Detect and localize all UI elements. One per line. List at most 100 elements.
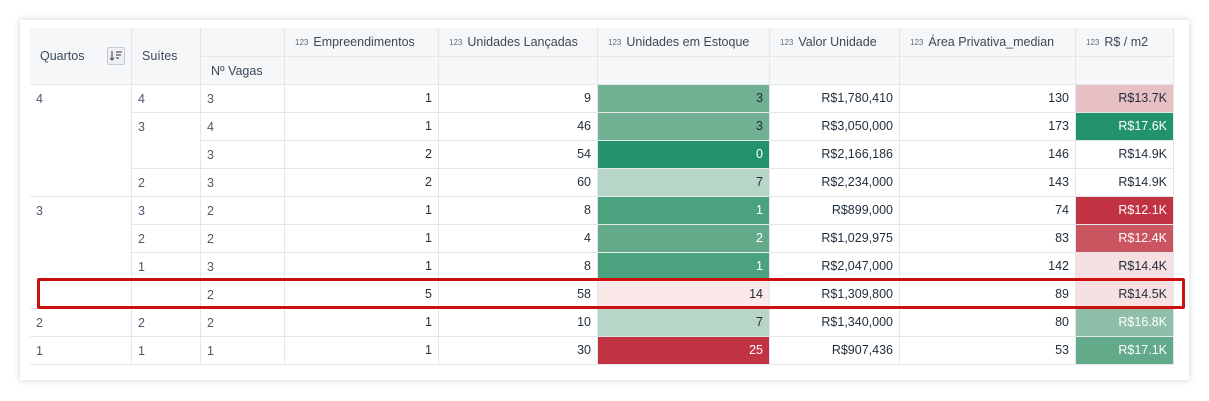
area-privativa-cell[interactable]: 146 (900, 141, 1076, 169)
empreendimentos-cell[interactable]: 1 (285, 253, 439, 281)
suites-group[interactable]: 1 (132, 253, 201, 309)
empreendimentos-cell[interactable]: 2 (285, 141, 439, 169)
vagas-cell[interactable]: 1 (201, 337, 285, 365)
empreendimentos-cell[interactable]: 1 (285, 113, 439, 141)
unidades-lancadas-cell[interactable]: 4 (439, 225, 598, 253)
suites-group[interactable]: 2 (132, 169, 201, 197)
quartos-group[interactable]: 4 (30, 85, 132, 197)
unidades-estoque-cell[interactable]: 3 (598, 113, 770, 141)
valor-unidade-cell[interactable]: R$1,029,975 (770, 225, 900, 253)
valor-unidade-cell[interactable]: R$1,780,410 (770, 85, 900, 113)
vagas-cell[interactable]: 2 (201, 225, 285, 253)
empreendimentos-cell[interactable]: 2 (285, 169, 439, 197)
rs-m2-cell[interactable]: R$14.9K (1076, 169, 1174, 197)
unidades-estoque-cell[interactable]: 2 (598, 225, 770, 253)
unidades-lancadas-cell[interactable]: 8 (439, 197, 598, 225)
area-privativa-cell[interactable]: 83 (900, 225, 1076, 253)
suites-group[interactable]: 3 (132, 197, 201, 225)
header-empreendimentos[interactable]: 123 Empreendimentos (285, 28, 439, 57)
header-unidades-estoque[interactable]: 123 Unidades em Estoque (598, 28, 770, 57)
unidades-lancadas-cell[interactable]: 8 (439, 253, 598, 281)
unidades-estoque-cell[interactable]: 1 (598, 197, 770, 225)
unidades-lancadas-cell[interactable]: 30 (439, 337, 598, 365)
valor-unidade-cell[interactable]: R$2,166,186 (770, 141, 900, 169)
rs-m2-cell[interactable]: R$16.8K (1076, 309, 1174, 337)
suites-group[interactable]: 4 (132, 85, 201, 113)
suites-group[interactable]: 2 (132, 309, 201, 337)
sort-icon[interactable] (107, 47, 125, 65)
header-unidades-lancadas[interactable]: 123 Unidades Lançadas (439, 28, 598, 57)
quartos-group[interactable]: 1 (30, 337, 132, 365)
unidades-estoque-cell[interactable]: 1 (598, 253, 770, 281)
suites-value: 2 (138, 316, 145, 330)
rs-m2-cell[interactable]: R$14.4K (1076, 253, 1174, 281)
suites-group[interactable]: 3 (132, 113, 201, 169)
quartos-group[interactable]: 2 (30, 309, 132, 337)
unidades-lancadas-cell[interactable]: 10 (439, 309, 598, 337)
vagas-cell[interactable]: 2 (201, 197, 285, 225)
vagas-cell-value: 3 (207, 148, 214, 162)
empreendimentos-cell[interactable]: 1 (285, 309, 439, 337)
empreendimentos-cell-value: 1 (425, 259, 432, 273)
empreendimentos-cell[interactable]: 1 (285, 225, 439, 253)
unidades-estoque-cell[interactable]: 14 (598, 281, 770, 309)
area-privativa-cell[interactable]: 89 (900, 281, 1076, 309)
unidades-lancadas-cell[interactable]: 9 (439, 85, 598, 113)
header-valor-unidade[interactable]: 123 Valor Unidade (770, 28, 900, 57)
unidades-estoque-cell[interactable]: 7 (598, 309, 770, 337)
valor-unidade-cell[interactable]: R$2,047,000 (770, 253, 900, 281)
suites-group[interactable]: 2 (132, 225, 201, 253)
vagas-cell[interactable]: 3 (201, 169, 285, 197)
empreendimentos-cell[interactable]: 1 (285, 337, 439, 365)
valor-unidade-cell[interactable]: R$3,050,000 (770, 113, 900, 141)
unidades-lancadas-cell-value: 46 (577, 119, 591, 133)
rs-m2-cell-value: R$14.9K (1118, 147, 1167, 161)
area-privativa-cell[interactable]: 143 (900, 169, 1076, 197)
area-privativa-cell[interactable]: 53 (900, 337, 1076, 365)
rs-m2-cell[interactable]: R$17.1K (1076, 337, 1174, 365)
header-suites[interactable]: Suítes (132, 28, 201, 85)
vagas-cell[interactable]: 3 (201, 85, 285, 113)
header-area-privativa[interactable]: 123 Área Privativa_median (900, 28, 1076, 57)
valor-unidade-cell[interactable]: R$1,340,000 (770, 309, 900, 337)
area-privativa-cell[interactable]: 142 (900, 253, 1076, 281)
vagas-cell[interactable]: 3 (201, 253, 285, 281)
unidades-lancadas-cell[interactable]: 58 (439, 281, 598, 309)
empreendimentos-cell[interactable]: 1 (285, 197, 439, 225)
quartos-group[interactable]: 3 (30, 197, 132, 309)
unidades-estoque-cell[interactable]: 3 (598, 85, 770, 113)
unidades-lancadas-cell[interactable]: 60 (439, 169, 598, 197)
unidades-lancadas-cell-value: 54 (577, 147, 591, 161)
empreendimentos-cell[interactable]: 5 (285, 281, 439, 309)
suites-value: 1 (138, 344, 145, 358)
rs-m2-cell[interactable]: R$17.6K (1076, 113, 1174, 141)
header-vagas[interactable]: Nº Vagas (201, 57, 285, 85)
header-quartos[interactable]: Quartos (30, 28, 132, 85)
rs-m2-cell[interactable]: R$12.1K (1076, 197, 1174, 225)
rs-m2-cell[interactable]: R$14.5K (1076, 281, 1174, 309)
area-privativa-cell[interactable]: 80 (900, 309, 1076, 337)
header-unidades-estoque-label: Unidades em Estoque (626, 35, 750, 49)
suites-group[interactable]: 1 (132, 337, 201, 365)
vagas-cell[interactable]: 2 (201, 281, 285, 309)
valor-unidade-cell[interactable]: R$2,234,000 (770, 169, 900, 197)
valor-unidade-cell[interactable]: R$1,309,800 (770, 281, 900, 309)
unidades-estoque-cell[interactable]: 25 (598, 337, 770, 365)
vagas-cell[interactable]: 2 (201, 309, 285, 337)
unidades-lancadas-cell[interactable]: 46 (439, 113, 598, 141)
unidades-estoque-cell[interactable]: 7 (598, 169, 770, 197)
valor-unidade-cell[interactable]: R$899,000 (770, 197, 900, 225)
area-privativa-cell[interactable]: 173 (900, 113, 1076, 141)
vagas-cell[interactable]: 3 (201, 141, 285, 169)
header-rs-m2[interactable]: 123 R$ / m2 (1076, 28, 1174, 57)
area-privativa-cell[interactable]: 74 (900, 197, 1076, 225)
unidades-lancadas-cell[interactable]: 54 (439, 141, 598, 169)
rs-m2-cell[interactable]: R$14.9K (1076, 141, 1174, 169)
empreendimentos-cell[interactable]: 1 (285, 85, 439, 113)
vagas-cell[interactable]: 4 (201, 113, 285, 141)
rs-m2-cell[interactable]: R$13.7K (1076, 85, 1174, 113)
valor-unidade-cell[interactable]: R$907,436 (770, 337, 900, 365)
area-privativa-cell[interactable]: 130 (900, 85, 1076, 113)
rs-m2-cell[interactable]: R$12.4K (1076, 225, 1174, 253)
unidades-estoque-cell[interactable]: 0 (598, 141, 770, 169)
